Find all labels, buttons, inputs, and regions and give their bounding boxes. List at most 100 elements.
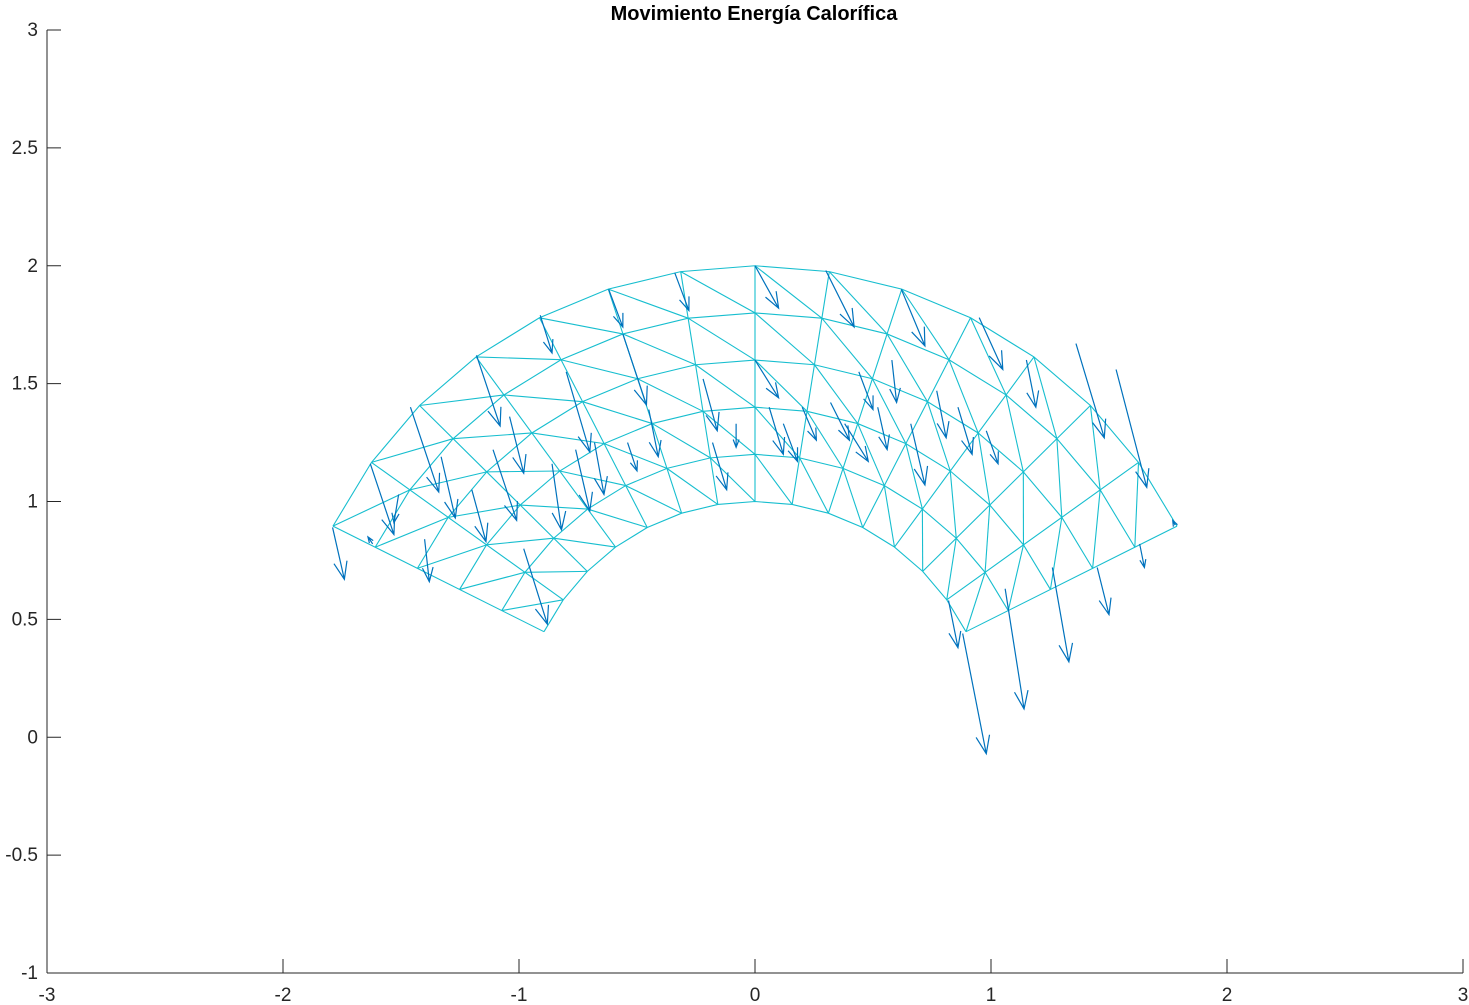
mesh-diagonal: [476, 356, 562, 361]
y-tick-label: 1.5: [12, 374, 38, 395]
vector-arrow: [754, 359, 780, 400]
vector-field: [331, 265, 1178, 756]
x-tick-label: 2: [1222, 985, 1233, 1005]
mesh-diagonal: [608, 288, 689, 319]
vector-arrow: [985, 430, 999, 466]
mesh-radial: [538, 317, 648, 528]
mesh-diagonal: [553, 537, 616, 548]
mesh-radial: [894, 356, 1035, 548]
vector-arrow: [801, 406, 818, 442]
mesh-diagonal: [520, 504, 588, 510]
y-tick-label: 1: [27, 492, 38, 513]
vector-arrow: [391, 494, 400, 525]
mesh-diagonal: [970, 317, 1007, 396]
mesh-diagonal: [905, 443, 923, 510]
mesh-diagonal: [710, 457, 756, 502]
mesh-diagonal: [374, 516, 449, 548]
vector-arrow: [947, 600, 962, 650]
mesh-radial: [922, 405, 1091, 572]
vector-arrow: [732, 423, 740, 449]
mesh-diagonal: [417, 544, 487, 569]
mesh-diagonal: [813, 364, 859, 424]
mesh-radial: [680, 271, 719, 505]
mesh-radial: [332, 525, 545, 633]
vector-arrow: [889, 359, 901, 405]
vector-arrow: [608, 289, 624, 329]
vector-arrow: [492, 449, 519, 522]
vector-arrow: [702, 378, 720, 433]
vector-arrow: [508, 416, 527, 475]
mesh-diagonal: [948, 359, 979, 434]
mesh-diagonal: [587, 508, 648, 529]
vector-arrow: [910, 423, 929, 487]
y-tick-label: 2.5: [12, 138, 38, 159]
vector-arrow: [1051, 567, 1074, 664]
mesh-diagonal: [828, 271, 888, 335]
vector-arrow: [674, 272, 690, 313]
vector-arrow: [1139, 543, 1147, 570]
vector-arrow: [471, 489, 489, 544]
vector-arrow: [648, 409, 662, 459]
mesh-diagonal: [501, 599, 564, 612]
mesh-diagonal: [687, 317, 756, 361]
mesh-radial: [371, 461, 564, 601]
mesh-diagonal: [886, 333, 928, 402]
mesh-diagonal: [754, 312, 815, 366]
mesh-diagonal: [702, 410, 756, 455]
mesh-diagonal: [524, 570, 588, 573]
vector-arrow: [331, 527, 348, 581]
mesh-diagonal: [1007, 544, 1024, 611]
y-tick-label: -0.5: [5, 845, 38, 866]
mesh-diagonal: [754, 359, 808, 412]
vector-arrow: [900, 289, 926, 348]
mesh-diagonal: [1092, 489, 1101, 569]
vector-arrow: [575, 449, 594, 513]
mesh-diagonal: [680, 271, 756, 314]
mesh-diagonal: [651, 423, 711, 459]
mesh-diagonal: [332, 489, 411, 527]
mesh-diagonal: [459, 571, 526, 590]
mesh-diagonal: [1049, 517, 1063, 590]
mesh-diagonal: [842, 468, 864, 528]
vector-arrow: [593, 442, 608, 497]
mesh-diagonal: [582, 401, 653, 425]
mesh-diagonal: [871, 378, 907, 444]
x-tick-label: 0: [750, 985, 761, 1005]
vector-arrow: [711, 442, 729, 492]
mesh-diagonal: [883, 485, 896, 548]
y-tick-label: 0: [27, 727, 38, 748]
mesh-diagonal: [1134, 462, 1140, 548]
mesh-radial: [862, 317, 972, 528]
x-tick-label: -2: [275, 985, 292, 1005]
vector-arrow: [962, 633, 991, 756]
mesh-diagonal: [799, 457, 829, 514]
vector-arrow: [622, 333, 648, 407]
mesh-diagonal: [695, 364, 756, 408]
vector-arrow: [877, 407, 890, 452]
vector-arrow: [936, 390, 950, 440]
vector-arrow: [565, 371, 592, 454]
vector-arrow: [768, 407, 786, 456]
vector-arrow: [1075, 343, 1107, 440]
vector-arrow: [440, 456, 459, 520]
vector-arrow: [551, 463, 567, 532]
mesh-diagonal: [1089, 405, 1101, 490]
mesh-diagonal: [754, 265, 823, 319]
mesh-diagonal: [622, 333, 696, 366]
x-tick-label: 1: [986, 985, 997, 1005]
x-tick-label: -3: [39, 985, 56, 1005]
mesh-diagonal: [1056, 438, 1063, 518]
chart-title: Movimiento Energía Calorífica: [611, 3, 899, 25]
mesh-diagonal: [448, 504, 521, 518]
vector-arrow: [626, 442, 639, 473]
vector-arrow: [523, 548, 550, 626]
mesh-diagonal: [560, 359, 638, 380]
vector-arrow: [1171, 518, 1178, 527]
mesh-diagonal: [603, 443, 668, 469]
mesh-diagonal: [539, 317, 624, 335]
vector-arrow: [409, 407, 441, 494]
mesh-diagonal: [486, 537, 554, 546]
mesh-radial: [475, 356, 616, 548]
vector-arrow: [957, 407, 974, 456]
